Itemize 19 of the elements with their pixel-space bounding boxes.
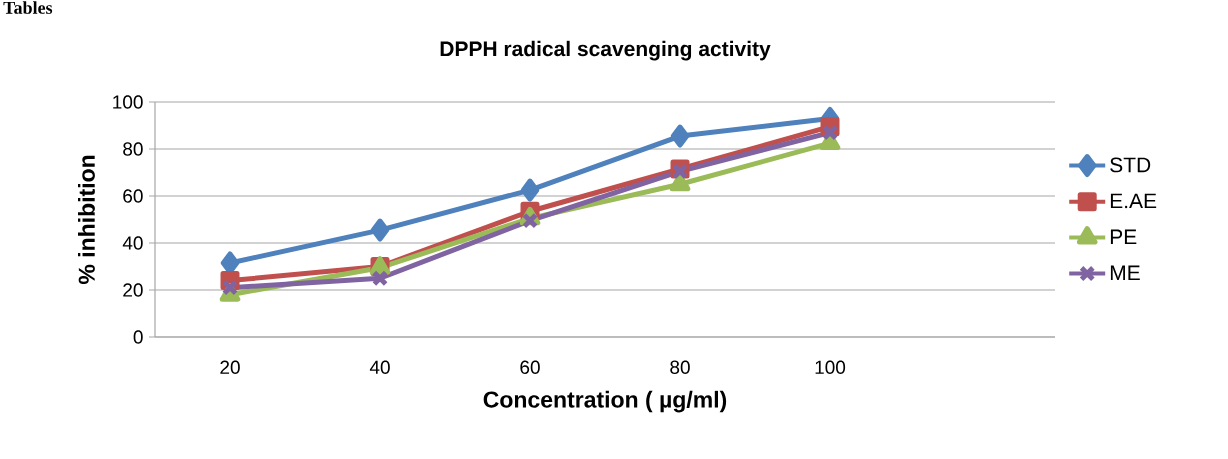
x-tick-label: 60 xyxy=(520,360,540,374)
x-tick-label: 80 xyxy=(670,360,690,374)
y-tick-label: 20 xyxy=(123,283,143,297)
legend-label: ME xyxy=(1110,265,1140,280)
y-tick-label: 100 xyxy=(113,95,143,109)
y-tick-label: 80 xyxy=(123,142,143,156)
chart-title: DPPH radical scavenging activity xyxy=(440,40,771,61)
x-tick-label: 40 xyxy=(369,360,390,374)
legend-label: PE xyxy=(1110,229,1137,245)
x-tick-label: 20 xyxy=(220,360,240,374)
legend-label: E.AE xyxy=(1110,193,1157,209)
y-tick-label: 60 xyxy=(123,189,143,203)
y-axis-title: % inhibition xyxy=(78,155,95,285)
text: Tables xyxy=(3,1,53,14)
x-tick-label: 100 xyxy=(815,360,846,374)
x-axis-title: Concentration ( µg/ml) xyxy=(483,390,727,413)
legend-label: STD xyxy=(1110,157,1151,173)
y-tick-label: 0 xyxy=(133,330,143,344)
y-tick-label: 40 xyxy=(122,236,143,250)
